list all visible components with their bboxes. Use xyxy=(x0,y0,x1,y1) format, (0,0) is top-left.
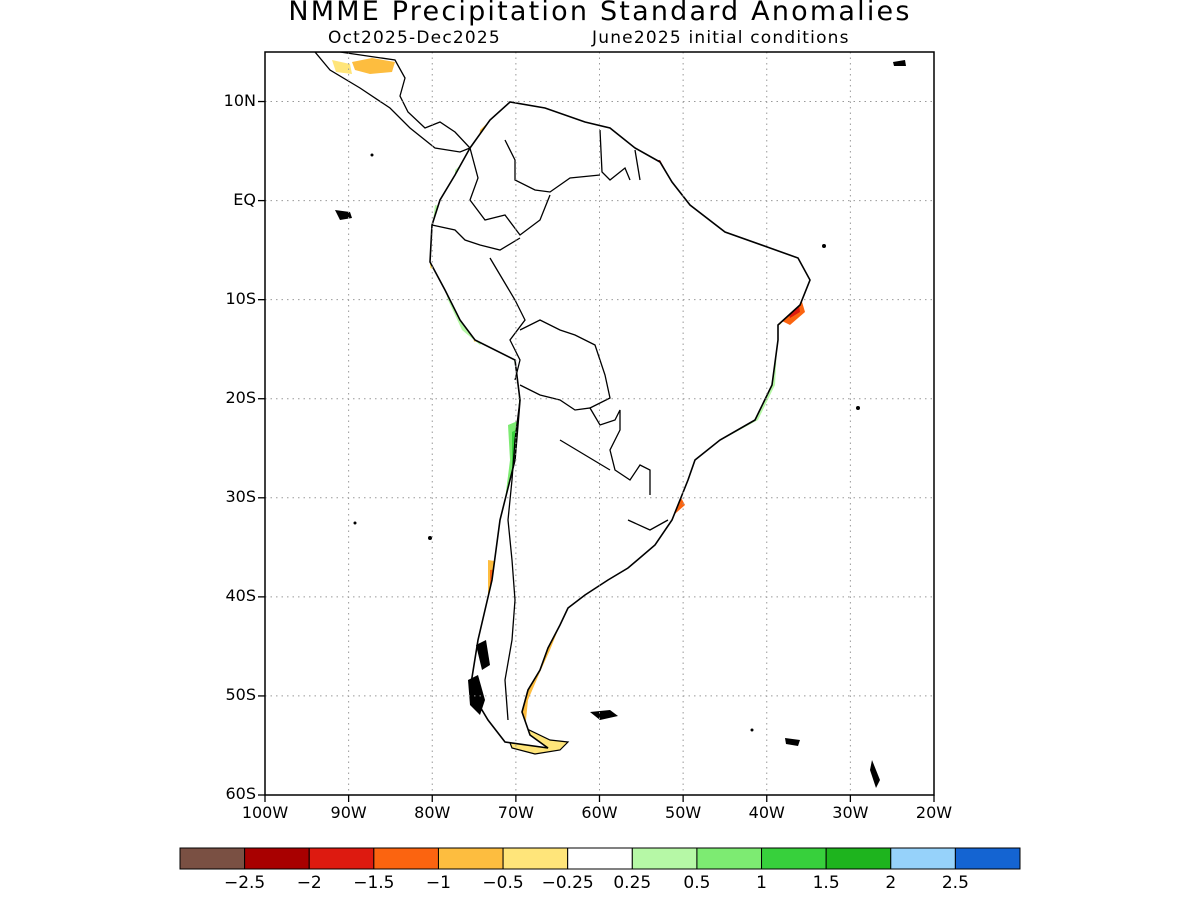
colorbar-swatch xyxy=(890,847,956,870)
colorbar-swatch xyxy=(308,847,375,870)
colorbar-label: −0.5 xyxy=(482,873,524,893)
lon-label: 80W xyxy=(414,803,451,822)
colorbar-label: 2 xyxy=(885,873,897,893)
lat-label: EQ xyxy=(233,189,256,209)
colorbar-swatch xyxy=(373,847,439,870)
colorbar-label: −2 xyxy=(296,873,322,893)
colorbar-swatch xyxy=(244,847,310,870)
colorbar-label: −0.25 xyxy=(541,873,594,893)
axis-ticks xyxy=(258,100,935,802)
initial-conditions: June2025 initial conditions xyxy=(592,28,850,48)
colorbar-label: −1 xyxy=(425,873,451,893)
colorbar-label: 1 xyxy=(756,873,767,893)
colorbar xyxy=(179,847,1021,870)
colorbar-label: 2.5 xyxy=(941,873,969,893)
colorbar-swatch xyxy=(502,847,569,870)
colorbar-label: −1.5 xyxy=(353,873,395,893)
country-borders xyxy=(431,129,669,721)
lon-label: 90W xyxy=(330,803,367,822)
lon-label: 40W xyxy=(748,803,785,822)
colorbar-label: 0.25 xyxy=(613,873,652,893)
map-title: NMME Precipitation Standard Anomalies xyxy=(288,0,912,27)
islands xyxy=(335,60,906,788)
colorbar-swatch xyxy=(761,847,827,870)
lat-label: 20S xyxy=(225,387,256,407)
lat-label: 10S xyxy=(225,288,256,308)
colorbar-label: −2.5 xyxy=(223,873,266,893)
forecast-period: Oct2025-Dec2025 xyxy=(328,28,501,48)
lat-label: 10N xyxy=(223,90,256,110)
colorbar-swatch xyxy=(954,847,1021,870)
colorbar-swatch xyxy=(825,847,892,870)
colorbar-swatch xyxy=(179,847,246,870)
colorbar-label: 0.5 xyxy=(683,873,711,893)
colorbar-swatch xyxy=(437,847,504,870)
lon-label: 30W xyxy=(832,803,869,822)
colorbar-swatch xyxy=(696,847,763,870)
lon-label: 50W xyxy=(665,803,702,822)
colorbar-swatch xyxy=(631,847,698,870)
lon-label: 70W xyxy=(497,803,534,822)
colorbar-label: 1.5 xyxy=(812,873,840,893)
lat-label: 40S xyxy=(225,585,256,605)
lat-label: 30S xyxy=(225,486,256,506)
lat-label: 60S xyxy=(225,784,256,803)
lat-label: 50S xyxy=(225,684,256,704)
lon-label: 60W xyxy=(581,803,618,822)
lon-label: 100W xyxy=(241,803,289,822)
anomaly-field xyxy=(314,52,906,788)
lon-label: 20W xyxy=(915,803,953,822)
colorbar-swatch xyxy=(567,847,633,870)
